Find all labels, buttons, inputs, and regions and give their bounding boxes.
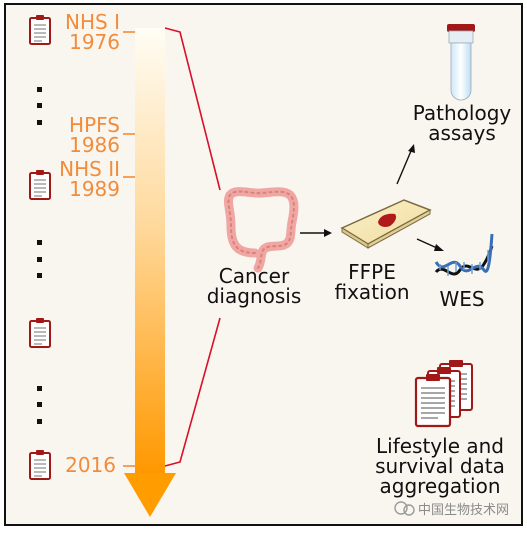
cohort-name-nhs2: NHS II	[59, 157, 120, 181]
diagnosis-label-line1: Cancer	[219, 264, 290, 288]
colon-icon	[223, 187, 299, 273]
fixation-label-line2: fixation	[335, 280, 410, 304]
pathology-label-line1: Pathology	[413, 101, 512, 125]
timeline-ticks	[123, 31, 135, 467]
ellipsis-dots	[37, 87, 42, 424]
cohort-year-nhs1: 1976	[69, 30, 120, 54]
lifestyle-label-line1: Lifestyle and	[376, 434, 504, 458]
wes-label: WES	[439, 287, 484, 311]
diagnosis-bracket	[164, 27, 221, 467]
arrow-to-wes	[416, 238, 444, 251]
fixation-label-line1: FFPE	[348, 260, 396, 284]
arrow-to-pathology	[396, 144, 415, 185]
cohort-year-nhs2: 1989	[69, 177, 120, 201]
diagnosis-label-line2: diagnosis	[207, 284, 302, 308]
lifestyle-label-line2: survival data	[375, 454, 505, 478]
cohort-name-hpfs: HPFS	[69, 113, 120, 137]
test-tube-icon	[447, 24, 475, 101]
clipboard-icon-nhs2	[29, 169, 51, 200]
watermark-text: 中国生物技术网	[418, 503, 509, 518]
ffpe-slide-icon	[340, 199, 432, 249]
clipboard-icon-nhs1	[29, 14, 51, 45]
dna-helix-icon	[434, 233, 494, 276]
stacked-clipboards-icon	[414, 360, 473, 428]
clipboard-icon-end	[29, 449, 51, 480]
watermark: 中国生物技术网	[394, 501, 509, 518]
arrow-to-fixation	[300, 229, 332, 237]
cohort-year-hpfs: 1986	[69, 133, 120, 157]
end-year-label: 2016	[65, 453, 116, 477]
cohort-name-nhs1: NHS I	[65, 10, 120, 34]
clipboard-icon-mid	[29, 317, 51, 348]
lifestyle-label-line3: aggregation	[380, 474, 501, 498]
pathology-label-line2: assays	[428, 121, 496, 145]
timeline-arrow	[124, 28, 176, 517]
